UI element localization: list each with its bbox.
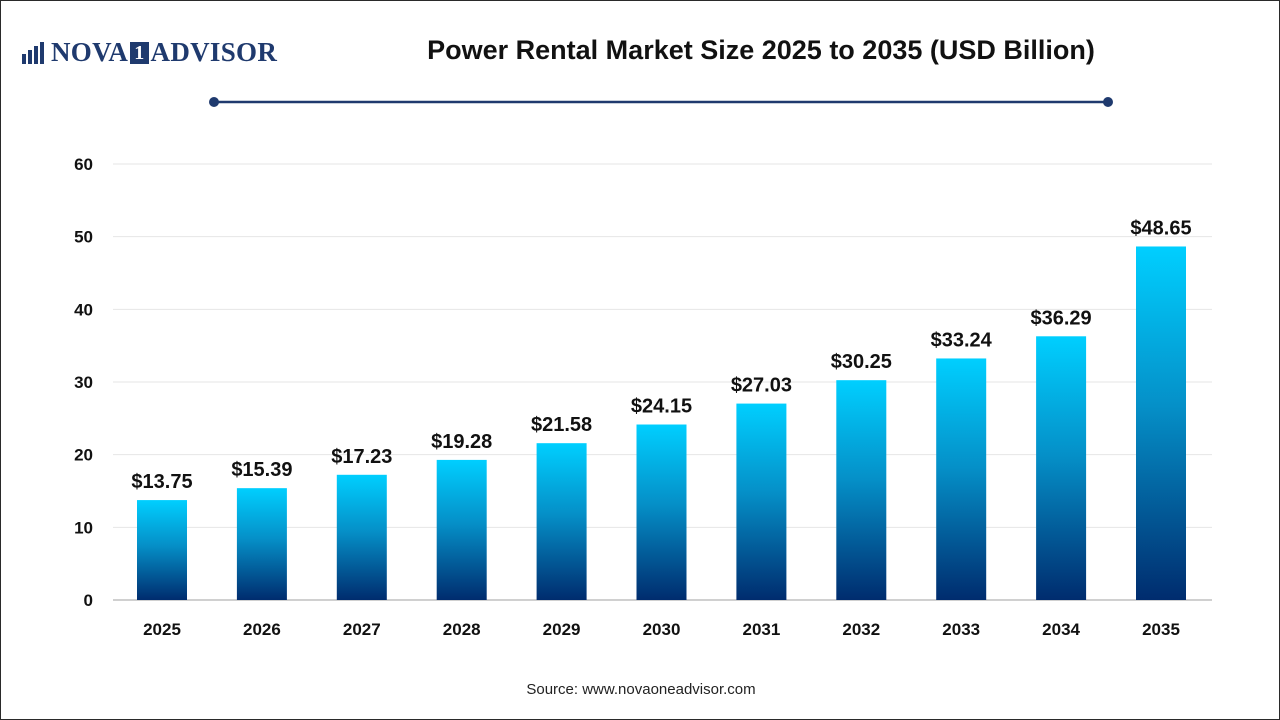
brand-name-box: 1 bbox=[130, 41, 149, 64]
x-tick-label: 2035 bbox=[1142, 620, 1180, 639]
bar-2031 bbox=[736, 403, 787, 600]
value-labels: $13.75 $15.39 $17.23 $19.28 $21.58 $24.15 $27.… bbox=[131, 217, 1191, 493]
bar-2028 bbox=[436, 459, 487, 600]
value-label: $21.58 bbox=[531, 414, 592, 436]
value-label: $30.25 bbox=[831, 351, 892, 373]
x-tick-label: 2029 bbox=[543, 620, 581, 639]
bar-2033 bbox=[936, 358, 987, 600]
bar-2029 bbox=[536, 443, 587, 600]
bar-2034 bbox=[1036, 336, 1087, 600]
value-label: $27.03 bbox=[731, 375, 792, 397]
x-tick-label: 2030 bbox=[643, 620, 681, 639]
brand-logo: NOVA 1 ADVISOR bbox=[21, 37, 277, 68]
y-tick-label: 40 bbox=[74, 300, 93, 319]
x-tick-label: 2033 bbox=[942, 620, 980, 639]
value-label: $17.23 bbox=[331, 446, 392, 468]
bar-2035 bbox=[1136, 246, 1186, 600]
bar-2025 bbox=[137, 500, 187, 600]
x-tick-label: 2028 bbox=[443, 620, 481, 639]
value-label: $15.39 bbox=[231, 459, 292, 481]
value-label: $19.28 bbox=[431, 431, 492, 453]
bar-2030 bbox=[636, 424, 687, 600]
source-note: Source: www.novaoneadvisor.com bbox=[526, 681, 756, 698]
y-axis: 0 10 20 30 40 50 60 bbox=[74, 155, 93, 610]
y-tick-label: 10 bbox=[74, 518, 93, 537]
bar-2027 bbox=[336, 474, 387, 600]
y-tick-label: 60 bbox=[74, 155, 93, 174]
chart-title: Power Rental Market Size 2025 to 2035 (U… bbox=[427, 35, 1095, 65]
value-label: $33.24 bbox=[931, 329, 993, 351]
brand-name-part2: ADVISOR bbox=[150, 37, 278, 67]
y-tick-label: 20 bbox=[74, 446, 93, 465]
bar-2032 bbox=[836, 380, 887, 600]
value-label: $48.65 bbox=[1130, 217, 1191, 239]
bar-chart-logo-icon bbox=[22, 41, 44, 64]
x-tick-label: 2032 bbox=[842, 620, 880, 639]
brand-name-part1: NOVA bbox=[51, 37, 129, 67]
value-label: $24.15 bbox=[631, 396, 692, 418]
y-tick-label: 50 bbox=[74, 228, 93, 247]
x-tick-label: 2027 bbox=[343, 620, 381, 639]
x-tick-label: 2025 bbox=[143, 620, 181, 639]
value-label: $36.29 bbox=[1031, 307, 1092, 329]
y-tick-label: 0 bbox=[84, 591, 93, 610]
bars bbox=[137, 246, 1186, 600]
x-tick-label: 2034 bbox=[1042, 620, 1080, 639]
x-tick-label: 2026 bbox=[243, 620, 281, 639]
value-label: $13.75 bbox=[131, 471, 192, 493]
x-tick-label: 2031 bbox=[742, 620, 780, 639]
y-tick-label: 30 bbox=[74, 373, 93, 392]
x-axis: 2025 2026 2027 2028 2029 2030 2031 2032 2033 2034… bbox=[143, 620, 1180, 639]
bar-2026 bbox=[236, 488, 287, 600]
title-underline bbox=[209, 97, 1113, 107]
